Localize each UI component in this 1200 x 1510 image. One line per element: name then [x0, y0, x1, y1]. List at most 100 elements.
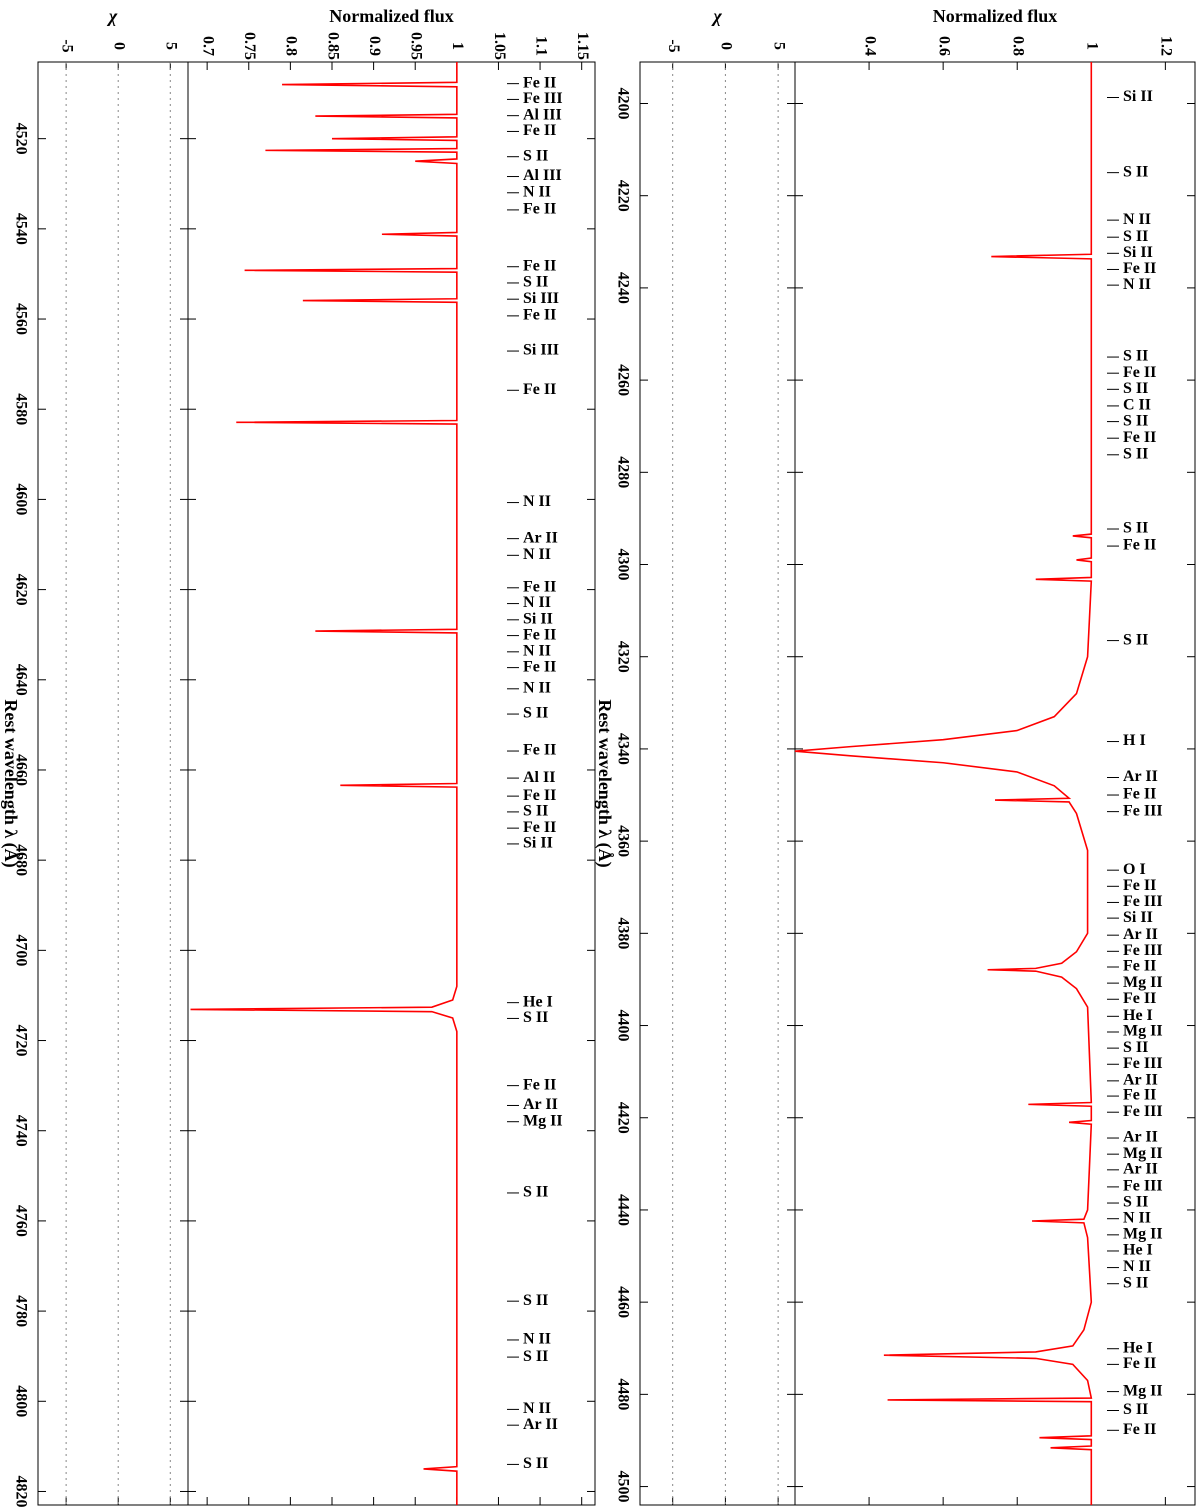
line-id-label: Fe III [1123, 1103, 1163, 1120]
y-tick-label: 1 [1084, 42, 1101, 50]
line-id-label: Fe II [1123, 537, 1156, 554]
line-id-label: N II [1123, 1258, 1151, 1275]
line-id-label: S II [1123, 1039, 1148, 1056]
line-id-label: Si II [523, 610, 553, 627]
line-id-label: Fe III [523, 90, 563, 107]
line-id-label: S II [523, 1009, 548, 1026]
line-id-label: Fe II [523, 742, 556, 759]
x-tick-label: 4200 [614, 87, 631, 119]
y-tick-label: 0.4 [861, 36, 878, 56]
line-id-label: Si III [523, 290, 559, 307]
line-id-label: N II [523, 1400, 551, 1417]
line-id-label: Ar II [1123, 1072, 1158, 1089]
x-tick-label: 4760 [12, 1205, 29, 1237]
line-id-label: Fe II [1123, 1087, 1156, 1104]
y-tick-label: 0.7 [199, 36, 216, 56]
y-axis-title: Normalized flux [933, 6, 1057, 26]
line-id-label: S II [523, 803, 548, 820]
residual-tick-label: 5 [770, 42, 787, 50]
line-id-label: Mg II [1123, 1023, 1163, 1040]
residual-tick-label: 0 [718, 42, 735, 50]
line-id-label: Fe III [1123, 802, 1163, 819]
line-id-label: Ar II [1123, 1161, 1158, 1178]
line-id-label: N II [523, 546, 551, 563]
x-tick-label: 4780 [12, 1295, 29, 1327]
line-id-label: Si III [523, 342, 559, 359]
residual-axis-title: χ [710, 6, 722, 26]
line-id-label: S II [523, 705, 548, 722]
x-tick-label: 4640 [12, 664, 29, 696]
x-tick-label: 4300 [614, 549, 631, 581]
line-id-label: S II [1123, 445, 1148, 462]
line-id-label: Fe II [523, 578, 556, 595]
x-tick-label: 4380 [614, 917, 631, 949]
line-id-label: Fe III [1123, 1178, 1163, 1195]
x-tick-label: 4700 [12, 934, 29, 966]
x-tick-label: 4800 [12, 1385, 29, 1417]
line-id-label: Mg II [1123, 1145, 1163, 1162]
x-tick-label: 4440 [614, 1194, 631, 1226]
line-id-label: Fe II [523, 787, 556, 804]
line-id-label: S II [1123, 631, 1148, 648]
residual-tick-label: 5 [163, 42, 180, 50]
line-id-label: S II [523, 1348, 548, 1365]
x-tick-label: 4220 [614, 180, 631, 212]
x-tick-label: 4620 [12, 574, 29, 606]
line-id-label: S II [1123, 1194, 1148, 1211]
y-tick-label: 1.15 [574, 32, 591, 60]
line-id-label: H I [1123, 732, 1146, 749]
x-tick-label: 4460 [614, 1286, 631, 1318]
line-id-label: Ar II [1123, 926, 1158, 943]
x-axis-title: Rest wavelength λ (Å) [0, 699, 21, 867]
y-tick-label: 1.2 [1158, 36, 1175, 56]
x-tick-label: 4240 [614, 272, 631, 304]
line-id-label: Mg II [523, 1112, 563, 1129]
line-id-label: S II [1123, 163, 1148, 180]
line-id-label: N II [523, 642, 551, 659]
line-id-label: N II [523, 594, 551, 611]
x-tick-label: 4660 [12, 754, 29, 786]
x-tick-label: 4680 [12, 844, 29, 876]
y-tick-label: 1.05 [491, 32, 508, 60]
x-tick-label: 4420 [614, 1102, 631, 1134]
y-axis-title: Normalized flux [329, 6, 453, 26]
x-tick-label: 4820 [12, 1475, 29, 1507]
line-id-label: Ar II [523, 1096, 558, 1113]
line-id-label: S II [1123, 1274, 1148, 1291]
line-id-label: N II [1123, 276, 1151, 293]
model-line [794, 62, 1093, 1505]
line-id-label: N II [523, 183, 551, 200]
line-id-label: Ar II [523, 529, 558, 546]
line-id-label: Si II [523, 835, 553, 852]
residual-tick-label: -5 [58, 39, 75, 52]
x-tick-label: 4600 [12, 483, 29, 515]
residual-axis-title: χ [106, 6, 118, 26]
line-id-label: S II [523, 1455, 548, 1472]
x-tick-label: 4260 [614, 364, 631, 396]
y-tick-label: 0.9 [366, 36, 383, 56]
line-id-label: S II [1123, 520, 1148, 537]
line-id-label: Fe II [1123, 260, 1156, 277]
x-tick-label: 4540 [12, 213, 29, 245]
line-id-label: Fe II [1123, 990, 1156, 1007]
y-tick-label: 0.8 [1010, 36, 1027, 56]
x-tick-label: 4720 [12, 1025, 29, 1057]
y-tick-label: 1.1 [532, 36, 549, 56]
line-id-label: S II [1123, 348, 1148, 365]
line-id-label: S II [1123, 380, 1148, 397]
line-id-label: He I [1123, 1007, 1153, 1024]
y-tick-label: 0.75 [241, 32, 258, 60]
y-tick-label: 0.6 [935, 36, 952, 56]
y-tick-label: 0.95 [408, 32, 425, 60]
x-tick-label: 4520 [12, 123, 29, 155]
residual-panel [37, 61, 189, 1506]
line-id-label: Ar II [523, 1416, 558, 1433]
x-tick-label: 4340 [614, 733, 631, 765]
line-id-label: Fe II [1123, 877, 1156, 894]
line-id-label: Al II [523, 769, 555, 786]
line-id-label: Fe II [523, 626, 556, 643]
y-tick-label: 0.85 [324, 32, 341, 60]
x-tick-label: 4740 [12, 1115, 29, 1147]
line-id-label: Fe II [1123, 786, 1156, 803]
